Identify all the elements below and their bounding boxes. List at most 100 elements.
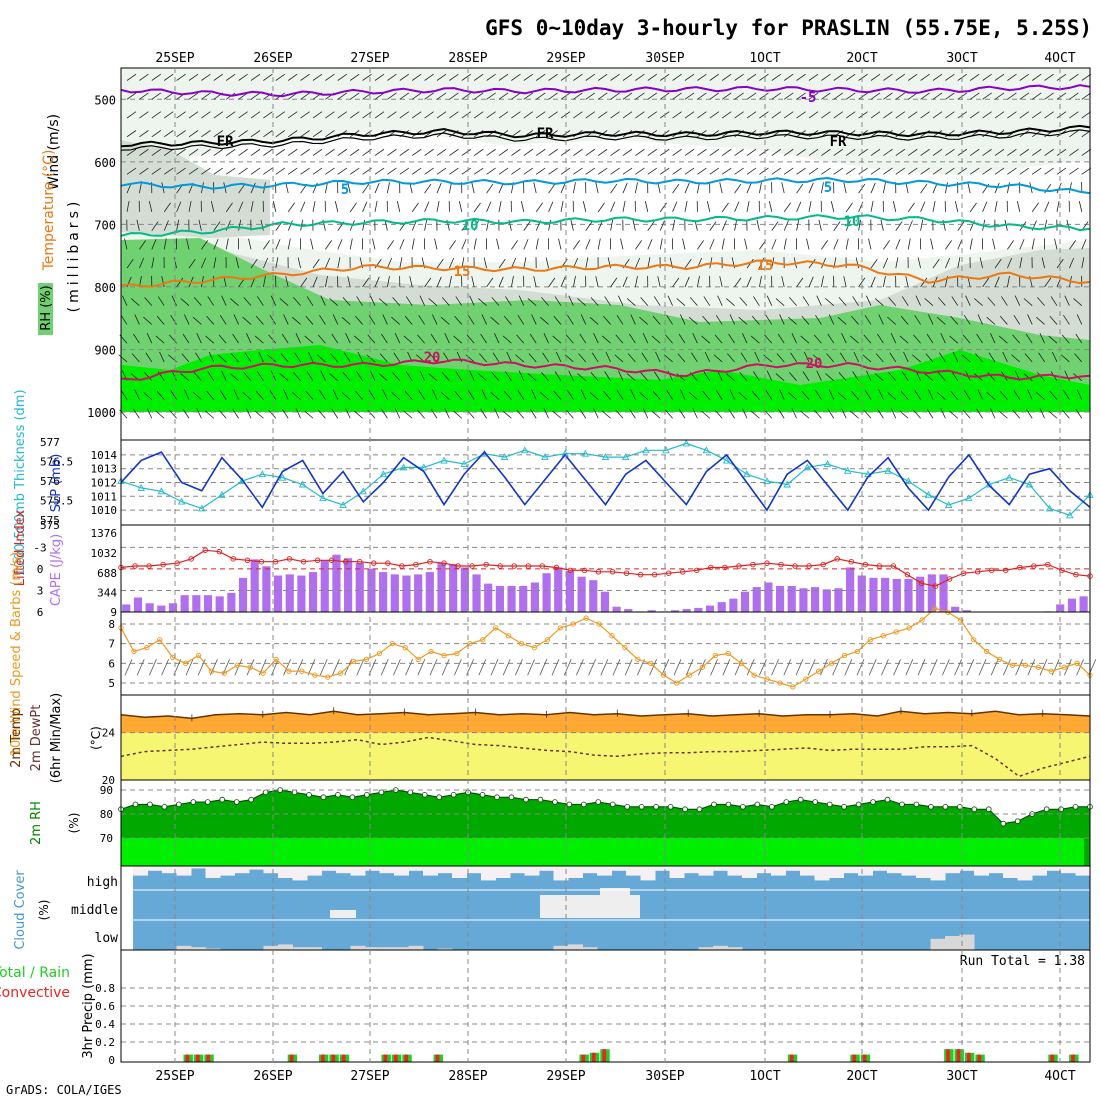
upper-ylabel-rh: RH (%) xyxy=(39,285,54,330)
precip-convective-bar xyxy=(321,1055,325,1062)
cloud-high-gap xyxy=(249,866,264,870)
rh-marker xyxy=(133,802,138,807)
cloud-middle-gap xyxy=(600,888,630,918)
wind-barb-10m xyxy=(564,659,571,675)
cape-bar xyxy=(402,576,410,612)
rh-marker xyxy=(827,802,832,807)
cape-bar xyxy=(309,572,317,612)
cape-bar xyxy=(869,578,877,612)
precip-convective-bar xyxy=(957,1049,961,1062)
slp-tick-label: 1011 xyxy=(91,490,118,503)
cape-bar xyxy=(1080,596,1088,612)
cape-bar xyxy=(192,595,200,612)
cape-bar xyxy=(122,604,130,612)
wind-barb-10m xyxy=(784,659,791,675)
wind-barb-10m xyxy=(674,659,681,675)
cape-tick-label: 1376 xyxy=(91,527,118,540)
cape-bar xyxy=(834,588,842,612)
precip-convective-bar xyxy=(342,1055,346,1062)
precip-convective-bar xyxy=(582,1055,586,1062)
minmax-ylabel: (6hr Min/Max) xyxy=(49,693,64,783)
cape-bar xyxy=(414,574,422,612)
rh-marker xyxy=(480,792,485,797)
upper-ylabel-temp: Temperature (°C) xyxy=(41,150,57,272)
cloud-high-gap xyxy=(800,866,815,876)
cloud-high-gap xyxy=(177,866,192,876)
rh-marker xyxy=(408,790,413,795)
rh-marker xyxy=(654,804,659,809)
x-label-bottom: 30SEP xyxy=(645,1069,684,1084)
wind-barb-10m xyxy=(296,659,303,675)
dewpt-ylabel: 2m DewPt xyxy=(29,705,44,772)
wind-speed-line xyxy=(121,608,1090,687)
precip-convective-bar xyxy=(196,1055,200,1062)
x-label-top: 30SEP xyxy=(645,51,684,66)
cape-bar xyxy=(157,606,165,612)
cloud-label-high: high xyxy=(87,875,118,890)
rh-marker xyxy=(856,802,861,807)
rh-marker xyxy=(668,804,673,809)
cape-bar xyxy=(262,566,270,612)
wind-barb-10m xyxy=(857,659,864,675)
cloud-high-gap xyxy=(728,866,743,876)
precip-convective-bar xyxy=(290,1055,294,1062)
slp-line xyxy=(121,452,1090,510)
li-tick-label: 3 xyxy=(37,584,44,597)
wind-barb-10m xyxy=(357,659,364,675)
cape-bar xyxy=(1068,599,1076,612)
cape-ylabel: CAPE (J/kg) xyxy=(49,534,64,606)
wind-tick-label: 5 xyxy=(108,677,115,690)
cape-bar xyxy=(286,574,294,612)
wind-barb-10m xyxy=(869,659,876,675)
wind-barb-10m xyxy=(820,659,827,675)
cape-bar xyxy=(251,559,259,612)
isotherm-label: 20 xyxy=(424,350,441,366)
cape-bar xyxy=(788,586,796,612)
rh-marker xyxy=(321,795,326,800)
cape-tick-label: 344 xyxy=(97,587,117,600)
rh-marker xyxy=(755,802,760,807)
cloud-low-fill xyxy=(177,946,192,950)
wind-barb-10m xyxy=(991,659,998,675)
wind-barb-10m xyxy=(589,659,596,675)
wind-barb-10m xyxy=(881,659,888,675)
x-label-bottom: 28SEP xyxy=(448,1069,487,1084)
cape-bar xyxy=(893,579,901,612)
cloud-high-gap xyxy=(336,866,351,873)
cape-bar xyxy=(239,578,247,612)
cape-bar xyxy=(904,579,912,612)
rh-marker xyxy=(697,807,702,812)
cape-bar xyxy=(496,586,504,612)
rh-marker xyxy=(437,795,442,800)
rh-marker xyxy=(784,800,789,805)
precip-convective-bar xyxy=(186,1055,190,1062)
cloud-high-gap xyxy=(452,866,467,878)
x-label-bottom: 3OCT xyxy=(946,1069,977,1084)
cape-bar xyxy=(706,606,714,612)
cape-bar xyxy=(391,574,399,612)
rh-marker xyxy=(900,802,905,807)
upper-ylabel-mb: (millibars) xyxy=(66,198,82,313)
precip-run-total: Run Total = 1.38 xyxy=(960,954,1085,969)
cloud-low-fill xyxy=(945,936,960,950)
cloud-high-gap xyxy=(655,866,670,871)
pressure-tick-label: 700 xyxy=(94,218,116,232)
rh-marker xyxy=(842,804,847,809)
precip-convective-bar xyxy=(404,1055,408,1062)
cape-bar xyxy=(694,608,702,612)
wind-barb-10m xyxy=(894,659,901,675)
wind-barb-10m xyxy=(1040,659,1047,675)
cloud-high-gap xyxy=(133,866,148,876)
cloud-high-gap xyxy=(409,866,424,871)
wind-tick-label: 8 xyxy=(108,618,115,631)
isotherm-label: 5 xyxy=(824,180,832,196)
cape-bar xyxy=(449,564,457,612)
cloud-high-gap xyxy=(771,866,786,876)
cloud-high-gap xyxy=(1003,866,1018,878)
wind-barb-10m xyxy=(210,659,217,675)
wind-barb-10m xyxy=(906,659,913,675)
x-label-bottom: 25SEP xyxy=(155,1069,194,1084)
wind-barb-10m xyxy=(1016,659,1023,675)
rh-marker xyxy=(726,802,731,807)
